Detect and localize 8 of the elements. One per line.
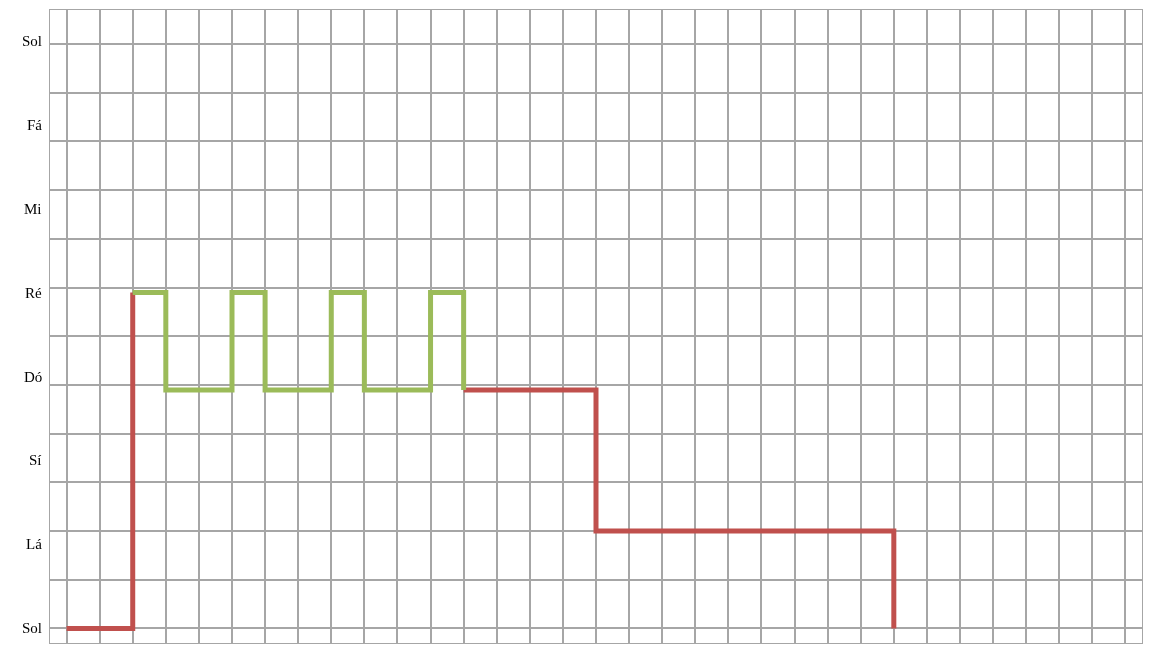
text: Sol (22, 33, 43, 49)
text: Lá (26, 536, 43, 552)
text: Sí (29, 452, 42, 468)
text: Mi (24, 201, 42, 217)
text: Dó (24, 369, 43, 385)
text: Fá (27, 117, 43, 133)
text: Ré (25, 285, 42, 301)
text: Sol (22, 620, 43, 636)
